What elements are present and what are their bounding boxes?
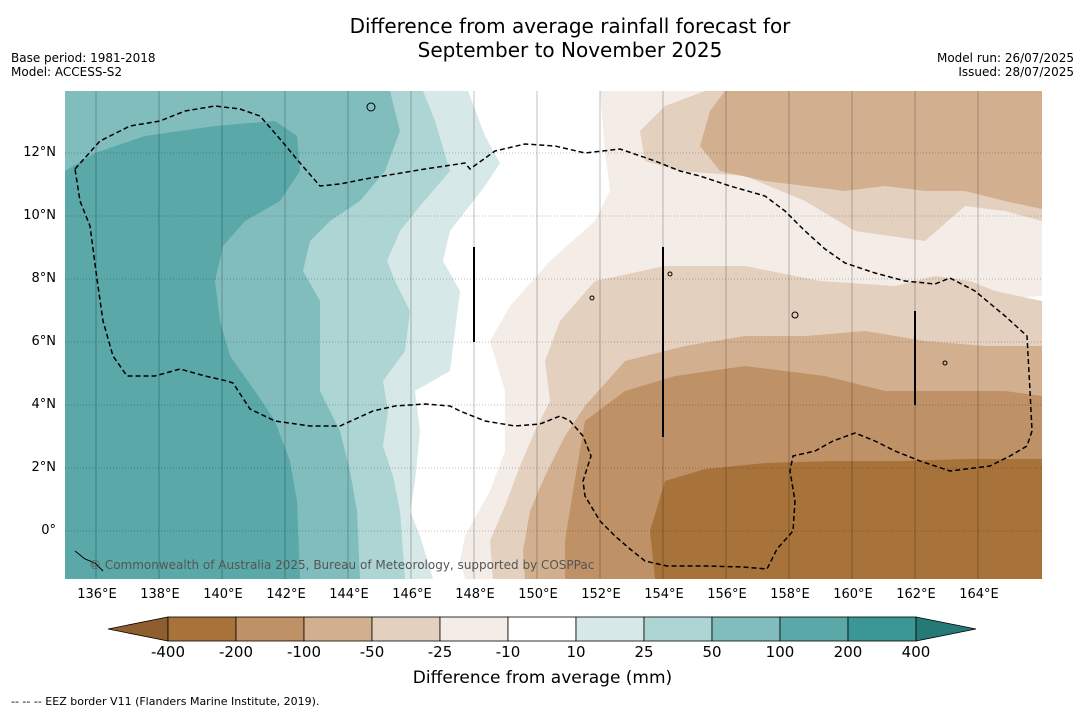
title-line-1: Difference from average rainfall forecas… <box>349 14 791 38</box>
lon-label: 146°E <box>392 587 432 602</box>
rainfall-map <box>65 91 1042 579</box>
colorbar-title: Difference from average (mm) <box>412 668 673 688</box>
colorbar-tick-label: -200 <box>218 643 254 661</box>
lat-label: 6°N <box>31 334 57 349</box>
map-title: Difference from average rainfall forecas… <box>270 14 870 62</box>
lon-label: 164°E <box>959 587 999 602</box>
title-line-2: September to November 2025 <box>417 38 723 62</box>
colorbar-swatch <box>303 616 373 642</box>
eez-footnote: -- -- -- EEZ border V11 (Flanders Marine… <box>11 695 320 708</box>
colorbar <box>108 616 977 642</box>
lat-label: 10°N <box>23 208 56 223</box>
lat-label: 12°N <box>23 145 56 160</box>
lon-label: 148°E <box>455 587 495 602</box>
islands <box>74 102 948 572</box>
lon-label: 152°E <box>581 587 621 602</box>
colorbar-swatch <box>439 616 509 642</box>
colorbar-swatch <box>711 616 781 642</box>
map-svg <box>65 91 1042 579</box>
colorbar-over-arrow <box>915 616 977 642</box>
colorbar-tick-label: -400 <box>150 643 186 661</box>
colorbar-swatch <box>643 616 713 642</box>
eez-border-palau-fsm-west <box>74 105 1033 570</box>
lon-label: 162°E <box>896 587 936 602</box>
lon-label: 158°E <box>770 587 810 602</box>
lon-label: 136°E <box>77 587 117 602</box>
colorbar-swatch <box>371 616 441 642</box>
base-period: Base period: 1981-2018 <box>11 51 156 65</box>
issued-date: Issued: 28/07/2025 <box>958 65 1074 79</box>
run-info: Model run: 26/07/2025 Issued: 28/07/2025 <box>937 51 1074 79</box>
colorbar-swatches <box>108 616 977 642</box>
lat-label: 0° <box>41 523 56 538</box>
lon-label: 154°E <box>644 587 684 602</box>
colorbar-tick-label: -50 <box>359 643 385 661</box>
colorbar-tick-label: 25 <box>634 643 654 661</box>
colorbar-under-arrow <box>108 616 169 642</box>
colorbar-swatch <box>507 616 577 642</box>
graticule <box>65 91 1042 579</box>
colorbar-tick-label: 100 <box>765 643 795 661</box>
island-chains <box>473 247 916 437</box>
colorbar-swatch <box>235 616 305 642</box>
colorbar-tick-label: -10 <box>495 643 521 661</box>
model-name: Model: ACCESS-S2 <box>11 65 123 79</box>
lon-label: 160°E <box>833 587 873 602</box>
colorbar-swatch <box>779 616 849 642</box>
zone-wet-100-200 <box>65 121 300 579</box>
lat-label: 8°N <box>31 271 57 286</box>
eez-borders <box>74 105 1033 570</box>
model-run: Model run: 26/07/2025 <box>936 51 1074 65</box>
lon-label: 142°E <box>266 587 306 602</box>
lon-label: 138°E <box>140 587 180 602</box>
lon-label: 144°E <box>329 587 369 602</box>
colorbar-tick-label: 400 <box>901 643 931 661</box>
lon-label: 140°E <box>203 587 243 602</box>
colorbar-tick-label: 10 <box>566 643 586 661</box>
colorbar-tick-label: -100 <box>286 643 322 661</box>
base-info: Base period: 1981-2018 Model: ACCESS-S2 <box>11 51 156 79</box>
lat-label: 2°N <box>31 460 57 475</box>
colorbar-tick-label: 50 <box>702 643 722 661</box>
lon-label: 156°E <box>707 587 747 602</box>
zone-dry-200-400 <box>650 459 1042 579</box>
lon-label: 150°E <box>518 587 558 602</box>
colorbar-swatch <box>847 616 917 642</box>
colorbar-swatch <box>575 616 645 642</box>
colorbar-tick-label: 200 <box>833 643 863 661</box>
copyright-notice: © Commonwealth of Australia 2025, Bureau… <box>89 558 595 572</box>
colorbar-swatch <box>167 616 237 642</box>
lat-label: 4°N <box>31 397 57 412</box>
colorbar-tick-label: -25 <box>427 643 453 661</box>
